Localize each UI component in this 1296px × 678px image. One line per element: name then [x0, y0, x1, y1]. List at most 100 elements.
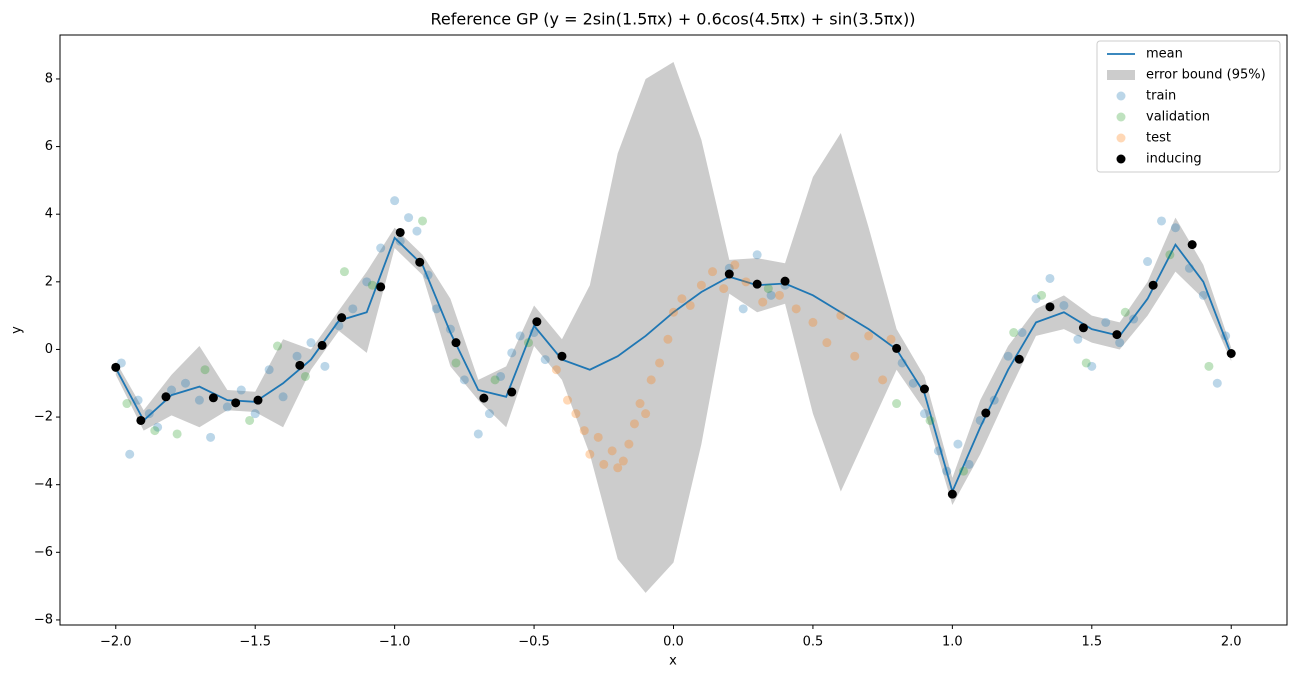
- scatter-point: [1112, 330, 1122, 340]
- scatter-point: [206, 432, 216, 442]
- scatter-point: [925, 415, 935, 425]
- scatter-point: [822, 338, 832, 348]
- scatter-point: [808, 317, 818, 327]
- scatter-point: [613, 463, 623, 473]
- x-tick-label: 0.0: [663, 635, 684, 650]
- scatter-point: [144, 409, 154, 419]
- scatter-point: [317, 340, 327, 350]
- scatter-point: [669, 307, 678, 317]
- scatter-point: [641, 409, 651, 419]
- legend: mean error bound (95%) train validation test…: [1096, 40, 1281, 173]
- scatter-point: [571, 409, 581, 419]
- scatter-point: [696, 280, 706, 290]
- scatter-point: [320, 361, 330, 371]
- scatter-point: [459, 375, 469, 385]
- scatter-point: [1081, 358, 1091, 368]
- scatter-point: [1212, 378, 1222, 388]
- scatter-point: [415, 257, 425, 267]
- scatter-point: [1014, 354, 1024, 364]
- scatter-point: [557, 351, 567, 361]
- y-tick-label: 6: [45, 139, 53, 154]
- scatter-point: [752, 250, 762, 260]
- scatter-point: [878, 375, 888, 385]
- scatter-point: [111, 362, 121, 372]
- scatter-point: [306, 338, 316, 348]
- scatter-point: [864, 331, 874, 341]
- scatter-point: [579, 426, 589, 436]
- scatter-point: [451, 358, 461, 368]
- scatter-point: [161, 392, 171, 402]
- scatter-point: [981, 408, 991, 418]
- scatter-point: [250, 409, 260, 419]
- scatter-point: [180, 378, 190, 388]
- scatter-point: [624, 439, 634, 449]
- scatter-point: [655, 358, 665, 368]
- x-tick-label: 1.5: [1081, 635, 1102, 650]
- scatter-point: [208, 393, 218, 403]
- scatter-point: [766, 290, 776, 300]
- legend-label: test: [1146, 131, 1171, 146]
- scatter-point: [685, 300, 695, 310]
- scatter-point: [585, 449, 595, 459]
- scatter-point: [959, 466, 969, 476]
- scatter-point: [507, 348, 517, 358]
- scatter-point: [1157, 216, 1167, 226]
- scatter-point: [989, 395, 999, 405]
- scatter-point: [791, 304, 801, 314]
- scatter-point: [348, 304, 358, 314]
- scatter-point: [741, 277, 751, 287]
- scatter-point: [200, 365, 210, 375]
- scatter-point: [724, 269, 734, 279]
- scatter-point: [933, 446, 943, 456]
- legend-label: inducing: [1146, 152, 1202, 167]
- legend-label: train: [1146, 89, 1176, 104]
- scatter-point: [599, 459, 609, 469]
- scatter-point: [404, 213, 414, 223]
- scatter-point: [484, 409, 494, 419]
- y-tick-label: 0: [45, 342, 53, 357]
- y-tick-label: 4: [45, 207, 53, 222]
- scatter-point: [897, 358, 907, 368]
- scatter-point: [1187, 240, 1197, 250]
- scatter-point: [194, 395, 204, 405]
- scatter-point: [1143, 257, 1153, 267]
- scatter-point: [908, 378, 918, 388]
- scatter-point: [635, 399, 645, 409]
- scatter-point: [529, 328, 539, 338]
- scatter-point: [1009, 328, 1019, 338]
- scatter-point: [1059, 300, 1069, 310]
- scatter-point: [334, 321, 344, 331]
- scatter-point: [540, 355, 550, 365]
- legend-swatch: [1116, 112, 1126, 122]
- scatter-point: [563, 395, 573, 405]
- scatter-point: [523, 338, 533, 348]
- scatter-point: [1101, 317, 1111, 327]
- scatter-point: [490, 375, 500, 385]
- scatter-point: [964, 459, 974, 469]
- scatter-point: [496, 371, 506, 381]
- scatter-point: [975, 415, 985, 425]
- scatter-point: [738, 304, 748, 314]
- scatter-point: [618, 456, 628, 466]
- scatter-point: [273, 341, 283, 351]
- scatter-point: [1078, 323, 1088, 333]
- scatter-point: [222, 402, 232, 412]
- scatter-point: [125, 449, 135, 459]
- scatter-point: [758, 297, 768, 307]
- legend-swatch: [1116, 91, 1126, 101]
- legend-box: [1096, 40, 1281, 173]
- scatter-point: [1115, 338, 1125, 348]
- scatter-point: [479, 393, 489, 403]
- scatter-point: [395, 227, 405, 237]
- scatter-point: [850, 351, 860, 361]
- scatter-point: [395, 236, 405, 246]
- scatter-point: [390, 196, 400, 206]
- scatter-point: [1073, 334, 1083, 344]
- scatter-point: [292, 351, 302, 361]
- scatter-point: [607, 446, 617, 456]
- scatter-point: [1198, 290, 1208, 300]
- scatter-point: [253, 395, 263, 405]
- scatter-point: [677, 294, 687, 304]
- scatter-point: [1204, 361, 1214, 371]
- scatter-point: [245, 415, 255, 425]
